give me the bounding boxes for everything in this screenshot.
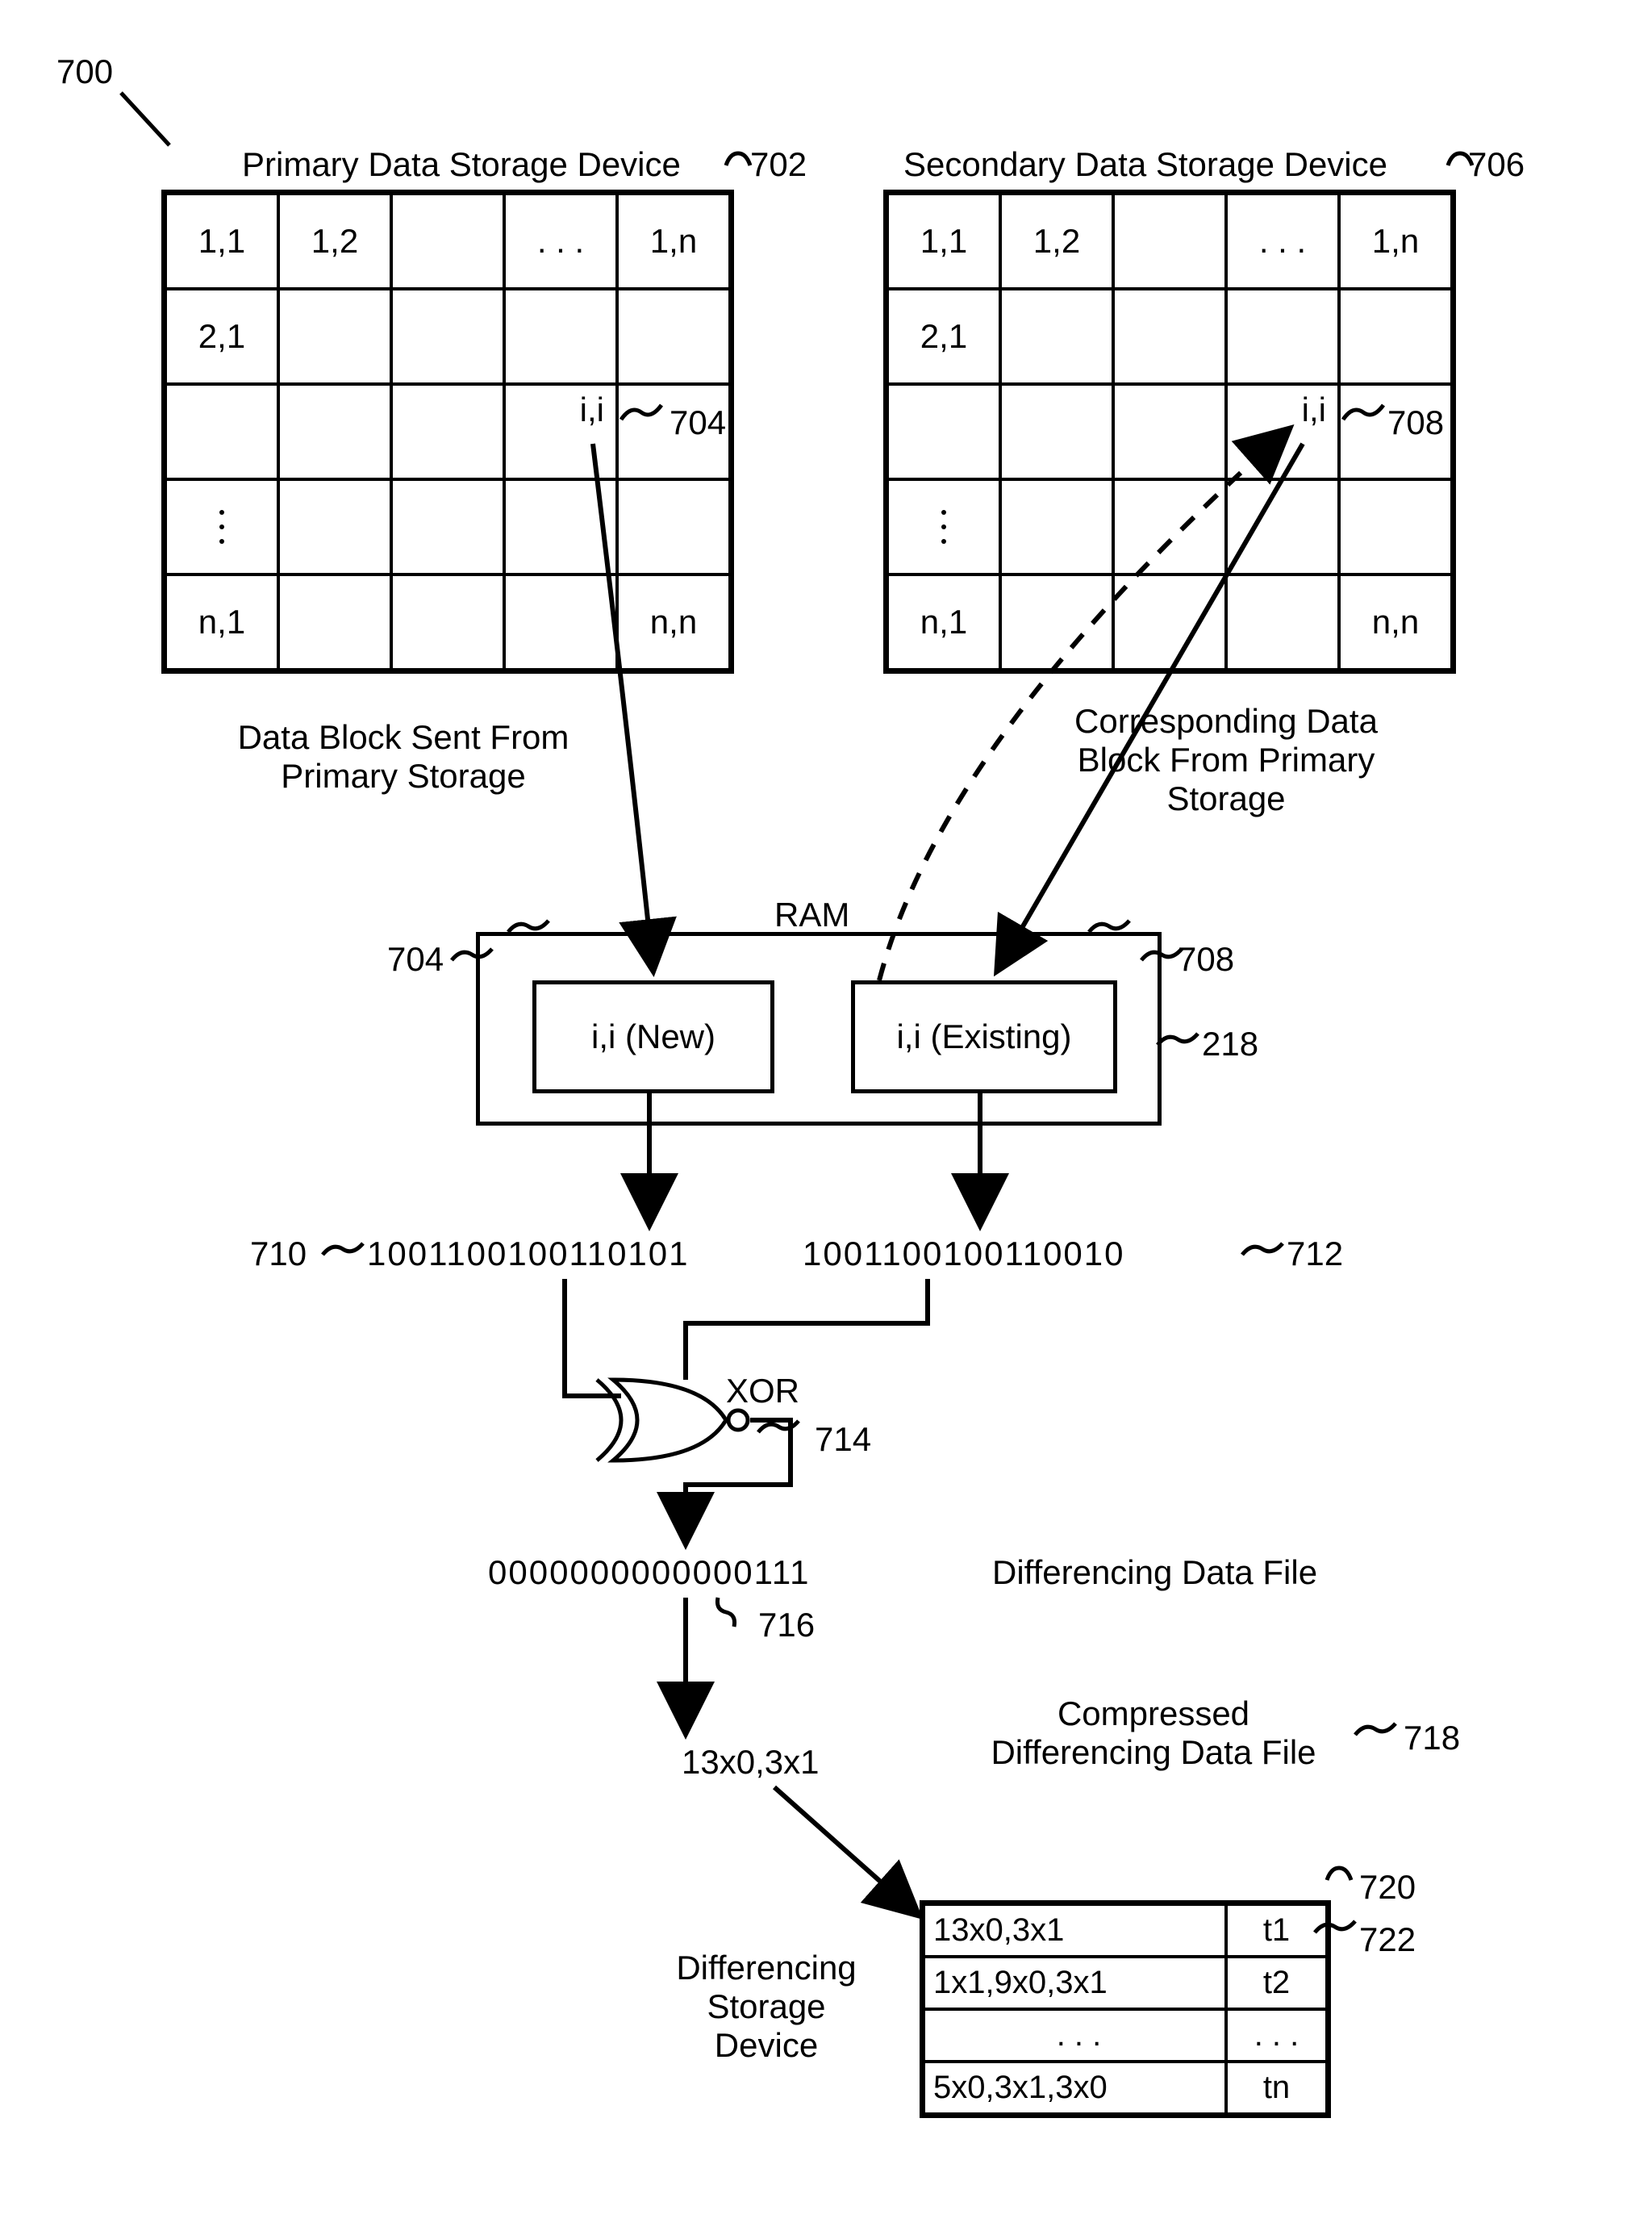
diagram-canvas: 700 Primary Data Storage Device 702 Seco… xyxy=(16,16,1652,2211)
figure-ref-700: 700 xyxy=(56,52,113,91)
secondary-ii-ref: 708 xyxy=(1387,403,1444,442)
cell: n,n xyxy=(617,575,730,670)
cell xyxy=(391,384,504,479)
diff-cell: t2 xyxy=(1226,1957,1327,2009)
ram-left-ref: 704 xyxy=(387,940,444,979)
cell xyxy=(165,479,278,575)
xor-output: 0000000000000111 xyxy=(488,1553,811,1592)
diff-cell: 1x1,9x0,3x1 xyxy=(924,1957,1226,2009)
ram-label: RAM xyxy=(774,896,849,934)
primary-ref: 702 xyxy=(750,145,807,184)
diff-cell: t1 xyxy=(1226,1904,1327,1957)
cell xyxy=(1113,384,1226,479)
cell xyxy=(1113,479,1226,575)
cell xyxy=(504,479,617,575)
cell xyxy=(504,289,617,384)
cell: 1,2 xyxy=(278,194,391,289)
cell xyxy=(504,575,617,670)
diff-cell: . . . xyxy=(924,2009,1226,2062)
diff-row-ref: 722 xyxy=(1359,1920,1416,1959)
cell xyxy=(1000,575,1113,670)
cell xyxy=(165,384,278,479)
secondary-caption: Corresponding DataBlock From PrimaryStor… xyxy=(1024,702,1428,818)
cell: . . . xyxy=(504,194,617,289)
secondary-ref: 706 xyxy=(1468,145,1525,184)
cell: i,i xyxy=(504,384,617,479)
cell xyxy=(887,384,1000,479)
cell xyxy=(1226,289,1339,384)
cell: 1,1 xyxy=(887,194,1000,289)
cell xyxy=(1113,194,1226,289)
bits-right: 1001100100110010 xyxy=(803,1235,1125,1273)
cell xyxy=(391,289,504,384)
ram-existing-box: i,i (Existing) xyxy=(851,980,1117,1093)
cell: 2,1 xyxy=(165,289,278,384)
cell xyxy=(1113,289,1226,384)
cell: n,1 xyxy=(887,575,1000,670)
diff-table: 13x0,3x1 t1 1x1,9x0,3x1 t2 . . . . . . 5… xyxy=(920,1900,1331,2118)
cell xyxy=(1113,575,1226,670)
ram-right-ref: 708 xyxy=(1178,940,1234,979)
cell: . . . xyxy=(1226,194,1339,289)
cell xyxy=(1226,479,1339,575)
cell xyxy=(1000,384,1113,479)
diff-table-ref: 720 xyxy=(1359,1868,1416,1907)
cell: n,n xyxy=(1339,575,1452,670)
cell xyxy=(1000,289,1113,384)
cell xyxy=(391,575,504,670)
diff-cell: 5x0,3x1,3x0 xyxy=(924,2062,1226,2114)
primary-grid: 1,1 1,2 . . . 1,n 2,1 i,i n,1 n,n xyxy=(161,190,734,674)
cell xyxy=(278,479,391,575)
cell: 1,n xyxy=(1339,194,1452,289)
cell xyxy=(1339,289,1452,384)
xor-ref: 714 xyxy=(815,1420,871,1459)
cell: n,1 xyxy=(165,575,278,670)
bits-right-ref: 712 xyxy=(1287,1235,1343,1273)
ram-new-box: i,i (New) xyxy=(532,980,774,1093)
xor-label: XOR xyxy=(726,1372,799,1410)
primary-caption: Data Block Sent FromPrimary Storage xyxy=(202,718,605,796)
cell xyxy=(887,479,1000,575)
cell xyxy=(278,575,391,670)
cell: i,i xyxy=(1226,384,1339,479)
primary-ii-ref: 704 xyxy=(670,403,726,442)
cell xyxy=(617,479,730,575)
diff-cell: . . . xyxy=(1226,2009,1327,2062)
cell xyxy=(391,194,504,289)
cell: 1,n xyxy=(617,194,730,289)
cell: 1,1 xyxy=(165,194,278,289)
cell: 1,2 xyxy=(1000,194,1113,289)
bits-left-ref: 710 xyxy=(250,1235,307,1273)
primary-title: Primary Data Storage Device xyxy=(242,145,681,184)
cell xyxy=(617,289,730,384)
compressed-value: 13x0,3x1 xyxy=(682,1743,819,1782)
cell: 2,1 xyxy=(887,289,1000,384)
ram-extra-ref: 218 xyxy=(1202,1025,1258,1063)
cell xyxy=(278,384,391,479)
cell xyxy=(278,289,391,384)
xor-output-ref: 716 xyxy=(758,1606,815,1644)
cell xyxy=(1226,575,1339,670)
diff-cell: tn xyxy=(1226,2062,1327,2114)
cell xyxy=(1339,479,1452,575)
diff-file-label: Differencing Data File xyxy=(992,1553,1317,1592)
cell xyxy=(1000,479,1113,575)
diff-cell: 13x0,3x1 xyxy=(924,1904,1226,1957)
bits-left: 1001100100110101 xyxy=(367,1235,690,1273)
compressed-ref: 718 xyxy=(1404,1719,1460,1757)
cell xyxy=(391,479,504,575)
secondary-title: Secondary Data Storage Device xyxy=(903,145,1387,184)
compressed-label: CompressedDifferencing Data File xyxy=(952,1694,1355,1772)
secondary-grid: 1,1 1,2 . . . 1,n 2,1 i,i n,1 n,n xyxy=(883,190,1456,674)
diff-table-label: DifferencingStorageDevice xyxy=(645,1949,887,2065)
